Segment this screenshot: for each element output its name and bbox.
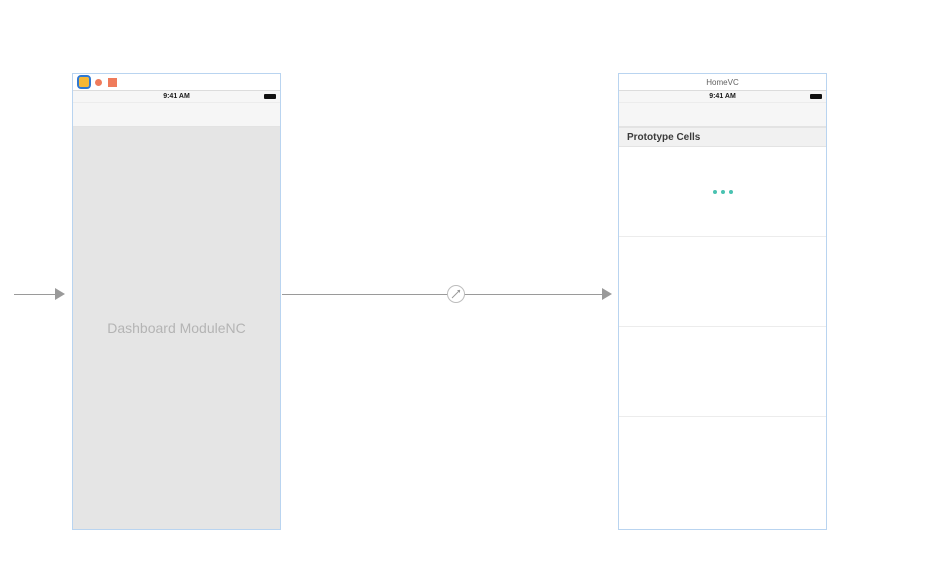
segue-arrow-head: [602, 288, 612, 300]
navigation-bar: [619, 103, 826, 127]
table-cell[interactable]: [619, 147, 826, 237]
status-bar: 9:41 AM: [73, 91, 280, 103]
scene-content: Dashboard ModuleNC: [73, 127, 280, 529]
status-bar: 9:41 AM: [619, 91, 826, 103]
segue-line[interactable]: [282, 294, 610, 295]
scene-title-bar[interactable]: [73, 74, 280, 91]
table-cell[interactable]: [619, 237, 826, 327]
nav-controller-icon[interactable]: [79, 77, 89, 87]
dashboard-module-scene[interactable]: 9:41 AM Dashboard ModuleNC: [72, 73, 281, 530]
storyboard-canvas[interactable]: 9:41 AM Dashboard ModuleNC HomeVC 9:41 A…: [0, 0, 950, 564]
segue-badge[interactable]: [447, 285, 465, 303]
battery-icon: [810, 94, 822, 99]
scene-placeholder-label: Dashboard ModuleNC: [107, 320, 246, 336]
scene-title-bar[interactable]: HomeVC: [619, 74, 826, 91]
table-cell[interactable]: [619, 327, 826, 417]
status-time: 9:41 AM: [709, 93, 736, 100]
entry-arrow-head: [55, 288, 65, 300]
loading-dots-icon: [713, 190, 733, 194]
status-time: 9:41 AM: [163, 93, 190, 100]
scene-title-label: HomeVC: [706, 78, 738, 87]
first-responder-icon[interactable]: [95, 79, 102, 86]
tableview: Prototype Cells: [619, 127, 826, 529]
navigation-bar: [73, 103, 280, 127]
battery-icon: [264, 94, 276, 99]
homevc-scene[interactable]: HomeVC 9:41 AM Prototype Cells: [618, 73, 827, 530]
prototype-cells-header: Prototype Cells: [619, 127, 826, 147]
exit-icon[interactable]: [108, 78, 117, 87]
